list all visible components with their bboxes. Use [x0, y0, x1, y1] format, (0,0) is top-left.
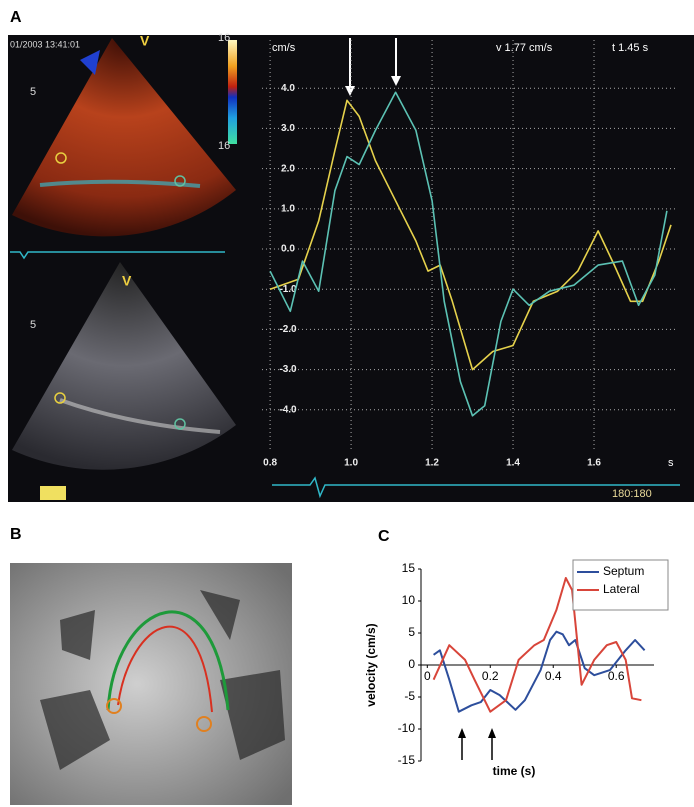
x-tick-label: 0 [424, 669, 431, 683]
y-tick-label: 5 [408, 625, 415, 639]
y-tick-label: 4.0 [281, 83, 295, 94]
x-tick-label: 1.6 [587, 458, 601, 469]
panel-label: A [10, 9, 22, 26]
x-tick-label: 0.4 [545, 669, 562, 683]
legend-label: Lateral [603, 582, 640, 596]
arrow-head [488, 728, 496, 738]
y-tick-label: -5 [404, 689, 415, 703]
readout: v 1.77 cm/s [496, 42, 553, 54]
scale-label: 16 [218, 140, 230, 152]
color-scale [228, 40, 237, 144]
y-unit: cm/s [272, 42, 296, 54]
x-tick-label: 1.0 [344, 458, 358, 469]
y-tick-label: 0.0 [281, 244, 295, 255]
y-tick-label: 3.0 [281, 123, 295, 134]
x-unit: s [668, 457, 674, 469]
y-tick-label: -10 [398, 721, 416, 735]
y-tick-label: 1.0 [281, 203, 295, 214]
page: {"panels": {"labels": ["A", "B", "C"]}, … [0, 0, 694, 807]
panel-label: C [378, 528, 390, 545]
legend-label: Septum [603, 564, 644, 578]
readout: 180:180 [612, 488, 652, 500]
scale-label: 16 [218, 32, 230, 44]
view-label: V [140, 33, 150, 49]
panel-label: B [10, 526, 22, 543]
x-tick-label: 0.2 [482, 669, 499, 683]
x-tick-label: 1.4 [506, 458, 520, 469]
depth-label: 5 [30, 86, 36, 98]
y-tick-label: -15 [398, 753, 416, 767]
tool-icon [40, 486, 66, 500]
x-tick-label: 0.8 [263, 458, 277, 469]
figure: A 01/2003 13:41:01 V V 5 5 16 16 v 1.77 … [0, 0, 694, 807]
x-tick-label: 0.6 [608, 669, 625, 683]
y-tick-label: 10 [402, 593, 416, 607]
x-axis-title: time (s) [493, 764, 536, 778]
depth-label: 5 [30, 319, 36, 331]
view-label: V [122, 273, 132, 289]
x-tick-label: 1.2 [425, 458, 439, 469]
y-axis-title: velocity (cm/s) [364, 623, 378, 706]
y-tick-label: 0 [408, 657, 415, 671]
y-tick-label: 2.0 [281, 163, 295, 174]
y-tick-label: 15 [402, 561, 416, 575]
readout: t 1.45 s [612, 42, 649, 54]
timestamp: 01/2003 13:41:01 [10, 39, 80, 49]
arrow-head [458, 728, 466, 738]
